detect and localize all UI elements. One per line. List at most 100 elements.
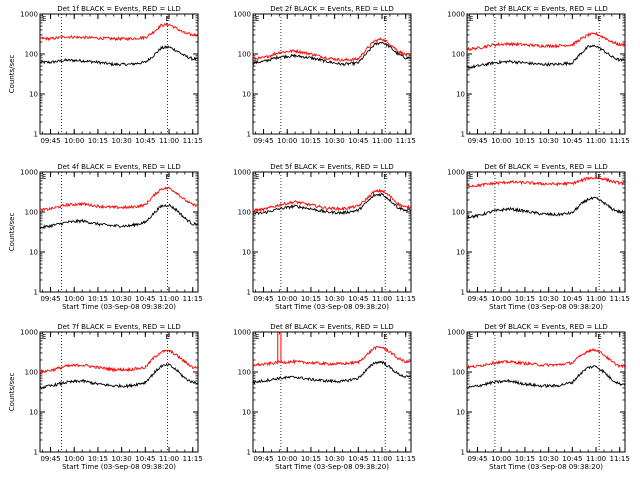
x-tick-label: 10:15 xyxy=(301,295,321,303)
series-line-lld xyxy=(39,349,198,375)
x-tick-label: 11:15 xyxy=(183,295,203,303)
y-tick-label: 1000 xyxy=(233,11,251,19)
x-tick-label: 10:30 xyxy=(112,137,132,145)
marker-label-right: E xyxy=(383,15,387,23)
panel-det-2: Det 2f BLACK = Events, RED = LLD 1 10 100 10… xyxy=(233,5,416,145)
y-tick-label: 1000 xyxy=(447,11,465,19)
marker-label-right: E xyxy=(597,173,601,181)
x-tick-label: 09:45 xyxy=(253,295,273,303)
y-axis-label: Counts/sec xyxy=(8,373,16,412)
x-axis-label: Start Time (03-Sep-08 09:38:20) xyxy=(489,303,603,311)
x-tick-label: 11:15 xyxy=(610,295,630,303)
x-tick-label: 10:00 xyxy=(491,455,511,463)
y-tick-label: 1 xyxy=(247,449,251,457)
plot-frame xyxy=(466,13,626,135)
series-line-events xyxy=(466,44,625,70)
panel-title: Det 8f BLACK = Events, RED = LLD xyxy=(270,323,393,331)
x-tick-label: 11:15 xyxy=(396,455,416,463)
y-tick-label: 100 xyxy=(25,51,38,59)
plot-frame xyxy=(252,13,412,135)
x-tick-label: 10:30 xyxy=(325,137,345,145)
panel-title: Det 4f BLACK = Events, RED = LLD xyxy=(57,163,180,171)
series-line-lld xyxy=(466,31,625,51)
marker-label-left: E xyxy=(469,15,473,23)
x-tick-label: 10:00 xyxy=(64,137,84,145)
y-tick-label: 10 xyxy=(242,409,251,417)
y-tick-label: 1000 xyxy=(233,169,251,177)
x-tick-label: 10:45 xyxy=(135,455,155,463)
plot-frame xyxy=(39,171,199,293)
panel-title: Det 6f BLACK = Events, RED = LLD xyxy=(484,163,607,171)
x-tick-label: 10:00 xyxy=(491,137,511,145)
x-tick-label: 10:00 xyxy=(277,137,297,145)
x-tick-label: 11:00 xyxy=(372,295,392,303)
series-line-lld xyxy=(252,188,411,213)
x-tick-label: 11:15 xyxy=(610,137,630,145)
plot-frame xyxy=(252,331,412,453)
y-tick-label: 100 xyxy=(452,51,465,59)
x-tick-label: 11:15 xyxy=(183,137,203,145)
marker-label-left: E xyxy=(469,173,473,181)
x-tick-label: 10:30 xyxy=(112,455,132,463)
plot-frame xyxy=(39,13,199,135)
x-tick-label: 09:45 xyxy=(253,455,273,463)
marker-label-left: E xyxy=(255,15,259,23)
y-tick-label: 1000 xyxy=(20,329,38,337)
x-tick-label: 09:45 xyxy=(467,137,487,145)
x-tick-label: 10:45 xyxy=(562,295,582,303)
x-tick-label: 11:00 xyxy=(159,455,179,463)
y-tick-label: 1 xyxy=(461,289,465,297)
x-tick-label: 10:15 xyxy=(515,295,535,303)
x-tick-label: 10:30 xyxy=(112,295,132,303)
y-tick-label: 1000 xyxy=(20,169,38,177)
x-tick-label: 10:30 xyxy=(539,295,559,303)
y-tick-label: 1000 xyxy=(447,329,465,337)
x-tick-label: 11:00 xyxy=(372,137,392,145)
x-tick-label: 11:00 xyxy=(159,137,179,145)
x-tick-label: 11:15 xyxy=(396,137,416,145)
x-axis-label: Start Time (03-Sep-08 09:38:20) xyxy=(62,303,176,311)
panel-det-3: Det 3f BLACK = Events, RED = LLD 1 10 100 10… xyxy=(447,5,630,145)
x-tick-label: 11:00 xyxy=(159,295,179,303)
x-axis-label: Start Time (03-Sep-08 09:38:20) xyxy=(489,463,603,471)
x-tick-label: 10:45 xyxy=(135,295,155,303)
x-tick-label: 10:45 xyxy=(562,455,582,463)
y-tick-label: 1 xyxy=(461,131,465,139)
plot-frame xyxy=(466,331,626,453)
marker-label-left: E xyxy=(255,333,259,341)
marker-label-left: E xyxy=(42,173,46,181)
series-line-events xyxy=(39,362,198,390)
y-tick-label: 1 xyxy=(34,289,38,297)
x-tick-label: 10:45 xyxy=(348,455,368,463)
series-line-events xyxy=(39,45,198,67)
series-line-events xyxy=(39,203,198,230)
x-tick-label: 10:30 xyxy=(539,455,559,463)
panel-title: Det 3f BLACK = Events, RED = LLD xyxy=(484,5,607,13)
x-tick-label: 10:45 xyxy=(562,137,582,145)
x-tick-label: 11:15 xyxy=(183,455,203,463)
x-tick-label: 10:15 xyxy=(515,455,535,463)
x-tick-label: 10:45 xyxy=(348,295,368,303)
x-tick-label: 10:15 xyxy=(88,137,108,145)
x-tick-label: 10:30 xyxy=(325,295,345,303)
series-line-events xyxy=(252,41,411,67)
x-tick-label: 09:45 xyxy=(253,137,273,145)
x-tick-label: 11:15 xyxy=(610,455,630,463)
panel-det-8: Det 8f BLACK = Events, RED = LLD 1 10 100 10… xyxy=(233,323,416,471)
series-line-lld xyxy=(466,175,625,188)
panel-det-7: Det 7f BLACK = Events, RED = LLD 1 10 100 10… xyxy=(8,323,203,471)
y-tick-label: 10 xyxy=(242,249,251,257)
marker-label-left: E xyxy=(255,173,259,181)
y-tick-label: 10 xyxy=(29,249,38,257)
x-tick-label: 11:00 xyxy=(372,455,392,463)
y-tick-label: 100 xyxy=(238,369,251,377)
series-line-lld xyxy=(39,22,198,42)
marker-label-right: E xyxy=(165,15,169,23)
y-tick-label: 1 xyxy=(461,449,465,457)
x-tick-label: 10:15 xyxy=(88,295,108,303)
x-tick-label: 09:45 xyxy=(467,295,487,303)
y-tick-label: 10 xyxy=(29,409,38,417)
plot-frame xyxy=(252,171,412,293)
series-line-events xyxy=(466,365,625,389)
